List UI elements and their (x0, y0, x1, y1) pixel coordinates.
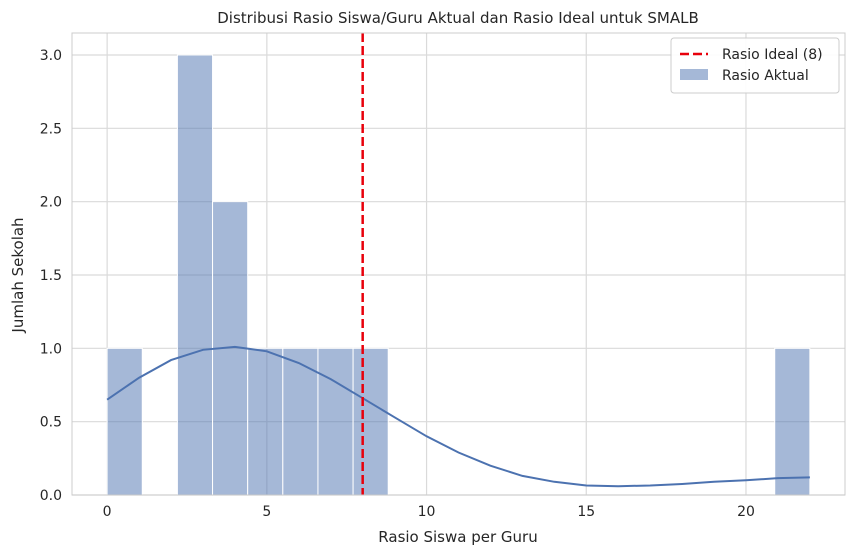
chart-title: Distribusi Rasio Siswa/Guru Aktual dan R… (217, 9, 699, 27)
y-tick-label: 2.0 (40, 195, 62, 211)
x-tick-label: 0 (103, 504, 112, 520)
x-tick-label: 20 (737, 504, 755, 520)
y-tick-label: 3.0 (40, 48, 62, 64)
legend: Rasio Ideal (8) Rasio Aktual (670, 37, 840, 94)
histogram-bar (774, 347, 811, 496)
histogram-bar (106, 347, 143, 496)
x-tick-label: 15 (577, 504, 595, 520)
y-tick-label: 1.0 (40, 341, 62, 357)
y-tick-label: 0.0 (40, 488, 62, 504)
y-tick-label: 2.5 (40, 121, 62, 137)
histogram-bar (317, 347, 354, 496)
y-axis-label: Jumlah Sekolah (9, 217, 27, 333)
legend-actual-swatch (680, 69, 708, 80)
x-tick-labels: 0 5 10 15 20 (103, 504, 755, 520)
histogram-bar (176, 54, 214, 496)
x-axis-label: Rasio Siswa per Guru (378, 528, 537, 546)
histogram-bar (352, 347, 389, 496)
histogram-bar (247, 347, 284, 496)
legend-box (670, 37, 840, 94)
kde-curve (106, 345, 810, 488)
y-tick-labels: 0.0 0.5 1.0 1.5 2.0 2.5 3.0 (40, 48, 62, 504)
x-tick-label: 10 (418, 504, 436, 520)
y-tick-label: 1.5 (40, 268, 62, 284)
legend-ideal-label: Rasio Ideal (8) (722, 47, 823, 63)
legend-actual-label: Rasio Aktual (722, 68, 809, 84)
x-tick-label: 5 (262, 504, 271, 520)
y-tick-label: 0.5 (40, 415, 62, 431)
plot-frame (71, 32, 846, 496)
